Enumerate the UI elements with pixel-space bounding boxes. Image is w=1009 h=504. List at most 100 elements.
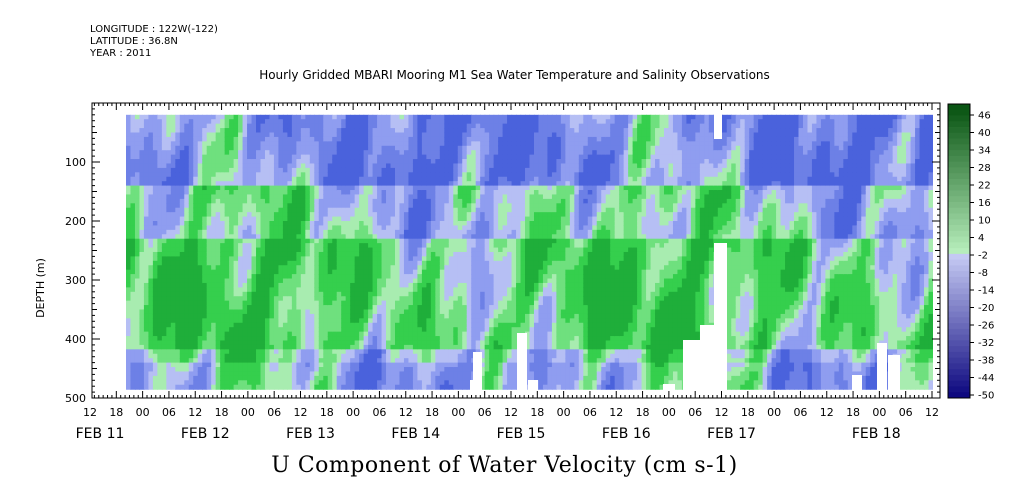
heatmap-cell — [484, 132, 490, 138]
heatmap-cell — [395, 353, 401, 359]
heatmap-cell — [318, 185, 324, 191]
heatmap-cell — [197, 331, 203, 337]
heatmap-cell — [336, 309, 342, 315]
heatmap-cell — [291, 176, 297, 182]
heatmap-cell — [359, 207, 365, 213]
heatmap-cell — [412, 327, 419, 333]
heatmap-cell — [309, 163, 315, 169]
heatmap-cell — [179, 322, 185, 328]
heatmap-cell — [287, 358, 293, 364]
heatmap-cell — [193, 260, 199, 266]
heatmap-cell — [395, 181, 401, 187]
heatmap-cell — [377, 234, 383, 240]
heatmap-cell — [314, 185, 320, 191]
heatmap-cell — [448, 128, 454, 134]
heatmap-cell — [126, 128, 132, 134]
heatmap-cell — [273, 123, 280, 129]
heatmap-cell — [256, 256, 262, 262]
heatmap-cell — [157, 269, 163, 275]
heatmap-cell — [157, 287, 163, 293]
heatmap-cell — [475, 327, 481, 333]
heatmap-cell — [359, 291, 365, 297]
heatmap-cell — [327, 380, 333, 386]
heatmap-cell — [139, 291, 145, 297]
heatmap-cell — [336, 256, 342, 262]
heatmap-cell — [381, 198, 387, 204]
heatmap-cell — [390, 282, 396, 288]
heatmap-cell — [386, 154, 392, 160]
heatmap-cell — [233, 287, 239, 293]
heatmap-cell — [269, 358, 275, 364]
heatmap-cell — [148, 190, 154, 196]
heatmap-cell — [291, 300, 297, 306]
heatmap-cell — [403, 194, 410, 200]
heatmap-cell — [390, 353, 396, 359]
heatmap-cell — [264, 282, 271, 288]
heatmap-cell — [256, 260, 262, 266]
heatmap-cell — [238, 229, 244, 235]
heatmap-cell — [269, 207, 275, 213]
heatmap-cell — [157, 163, 163, 169]
heatmap-cell — [238, 331, 244, 337]
heatmap-cell — [417, 287, 423, 293]
heatmap-cell — [233, 203, 239, 209]
heatmap-cell — [426, 318, 432, 324]
heatmap-cell — [287, 371, 293, 377]
heatmap-cell — [466, 159, 472, 165]
heatmap-cell — [305, 291, 311, 297]
heatmap-cell — [130, 159, 136, 165]
heatmap-cell — [336, 269, 342, 275]
heatmap-cell — [296, 190, 302, 196]
heatmap-cell — [206, 207, 212, 213]
heatmap-cell — [215, 194, 221, 200]
heatmap-cell — [386, 256, 392, 262]
heatmap-cell — [318, 238, 324, 244]
heatmap-cell — [412, 194, 419, 200]
heatmap-cell — [247, 172, 253, 178]
heatmap-cell — [368, 229, 374, 235]
heatmap-cell — [224, 150, 230, 156]
heatmap-cell — [354, 145, 360, 151]
heatmap-cell — [282, 251, 288, 257]
heatmap-cell — [457, 282, 463, 288]
heatmap-cell — [332, 274, 338, 280]
heatmap-cell — [421, 185, 427, 191]
heatmap-cell — [368, 243, 374, 249]
heatmap-cell — [247, 167, 253, 173]
heatmap-cell — [484, 238, 490, 244]
heatmap-cell — [318, 159, 324, 165]
heatmap-cell — [161, 353, 167, 359]
heatmap-cell — [193, 163, 199, 169]
heatmap-cell — [282, 318, 288, 324]
heatmap-cell — [130, 327, 136, 333]
heatmap-cell — [309, 141, 315, 147]
heatmap-cell — [399, 380, 405, 386]
heatmap-cell — [229, 172, 235, 178]
heatmap-cell — [475, 234, 481, 240]
heatmap-cell — [278, 234, 284, 240]
heatmap-cell — [448, 380, 454, 386]
heatmap-cell — [430, 278, 436, 284]
heatmap-cell — [282, 172, 288, 178]
heatmap-cell — [439, 278, 445, 284]
heatmap-cell — [148, 322, 154, 328]
heatmap-cell — [126, 362, 132, 368]
heatmap-cell — [206, 212, 212, 218]
heatmap-cell — [251, 238, 257, 244]
heatmap-cell — [377, 194, 383, 200]
heatmap-cell — [439, 185, 445, 191]
heatmap-cell — [278, 119, 284, 125]
heatmap-cell — [188, 313, 194, 319]
heatmap-cell — [224, 384, 230, 390]
heatmap-cell — [484, 216, 490, 222]
heatmap-cell — [484, 172, 490, 178]
heatmap-cell — [462, 260, 468, 266]
heatmap-cell — [421, 260, 427, 266]
heatmap-cell — [126, 380, 132, 386]
heatmap-cell — [448, 251, 454, 257]
heatmap-cell — [341, 150, 347, 156]
heatmap-cell — [408, 234, 414, 240]
heatmap-cell — [152, 238, 158, 244]
heatmap-cell — [332, 278, 338, 284]
heatmap-cell — [332, 207, 338, 213]
